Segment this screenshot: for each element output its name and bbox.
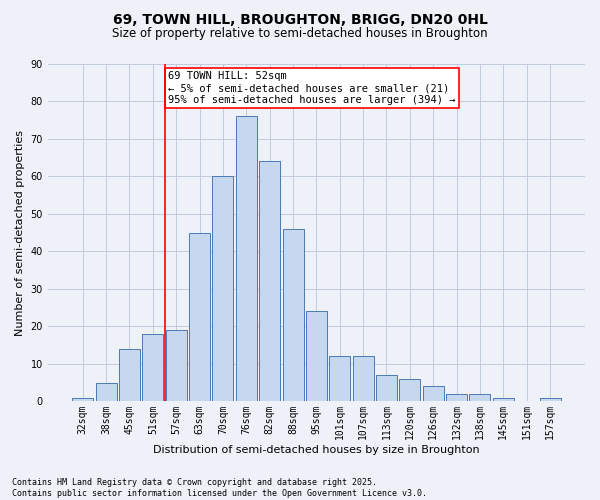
Bar: [166, 330, 187, 402]
Bar: [493, 398, 514, 402]
Bar: [259, 162, 280, 402]
Bar: [353, 356, 374, 402]
Bar: [446, 394, 467, 402]
Text: 69, TOWN HILL, BROUGHTON, BRIGG, DN20 0HL: 69, TOWN HILL, BROUGHTON, BRIGG, DN20 0H…: [113, 12, 487, 26]
Bar: [306, 312, 327, 402]
Text: Size of property relative to semi-detached houses in Broughton: Size of property relative to semi-detach…: [112, 28, 488, 40]
Bar: [283, 229, 304, 402]
Bar: [469, 394, 490, 402]
Bar: [329, 356, 350, 402]
Bar: [72, 398, 93, 402]
Bar: [236, 116, 257, 402]
Bar: [423, 386, 444, 402]
Text: 69 TOWN HILL: 52sqm
← 5% of semi-detached houses are smaller (21)
95% of semi-de: 69 TOWN HILL: 52sqm ← 5% of semi-detache…: [168, 72, 455, 104]
Text: Contains HM Land Registry data © Crown copyright and database right 2025.
Contai: Contains HM Land Registry data © Crown c…: [12, 478, 427, 498]
Y-axis label: Number of semi-detached properties: Number of semi-detached properties: [15, 130, 25, 336]
Bar: [212, 176, 233, 402]
Bar: [400, 379, 421, 402]
Bar: [142, 334, 163, 402]
Bar: [119, 349, 140, 402]
Bar: [95, 382, 116, 402]
Bar: [189, 232, 210, 402]
Bar: [376, 375, 397, 402]
X-axis label: Distribution of semi-detached houses by size in Broughton: Distribution of semi-detached houses by …: [153, 445, 480, 455]
Bar: [539, 398, 560, 402]
